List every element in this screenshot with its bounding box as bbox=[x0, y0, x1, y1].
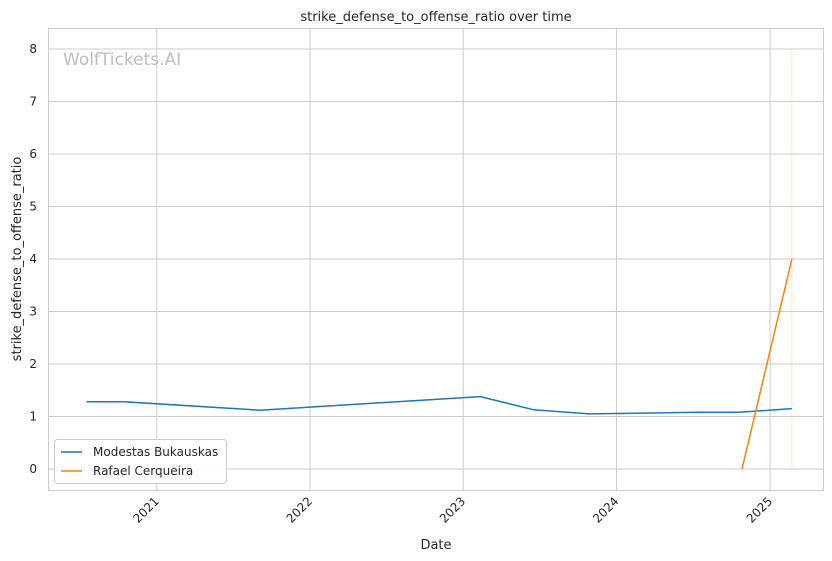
legend-label-modestas-bukauskas: Modestas Bukauskas bbox=[93, 445, 218, 459]
y-tick-label: 4 bbox=[29, 252, 37, 266]
y-tick-label: 7 bbox=[29, 95, 37, 109]
legend-box bbox=[54, 439, 227, 484]
y-tick-label: 2 bbox=[29, 357, 37, 371]
y-tick-label: 3 bbox=[29, 305, 37, 319]
y-tick-label: 6 bbox=[29, 147, 37, 161]
y-tick-label: 1 bbox=[29, 410, 37, 424]
x-axis-label: Date bbox=[420, 538, 451, 553]
x-tick-label: 2025 bbox=[744, 494, 775, 525]
x-tick-label: 2023 bbox=[437, 494, 468, 525]
grid-lines bbox=[48, 28, 823, 490]
legend-label-rafael-cerqueira: Rafael Cerqueira bbox=[93, 464, 193, 478]
y-axis-label: strike_defense_to_offense_ratio bbox=[10, 157, 25, 362]
y-tick-label: 5 bbox=[29, 200, 37, 214]
x-tick-label: 2021 bbox=[130, 494, 161, 525]
series-line-rafael-cerqueira bbox=[741, 258, 793, 470]
y-tick-label: 0 bbox=[29, 462, 37, 476]
series-line-modestas-bukauskas bbox=[86, 395, 792, 415]
series-layer bbox=[86, 49, 793, 470]
y-tick-label: 8 bbox=[29, 42, 37, 56]
plot-frame bbox=[48, 28, 824, 491]
legend: Modestas Bukauskas Rafael Cerqueira bbox=[54, 439, 227, 484]
x-tick-label: 2024 bbox=[590, 494, 621, 525]
watermark-text: WolfTickets.AI bbox=[63, 50, 181, 70]
chart-title: strike_defense_to_offense_ratio over tim… bbox=[300, 10, 571, 25]
x-tick-label: 2022 bbox=[284, 494, 315, 525]
